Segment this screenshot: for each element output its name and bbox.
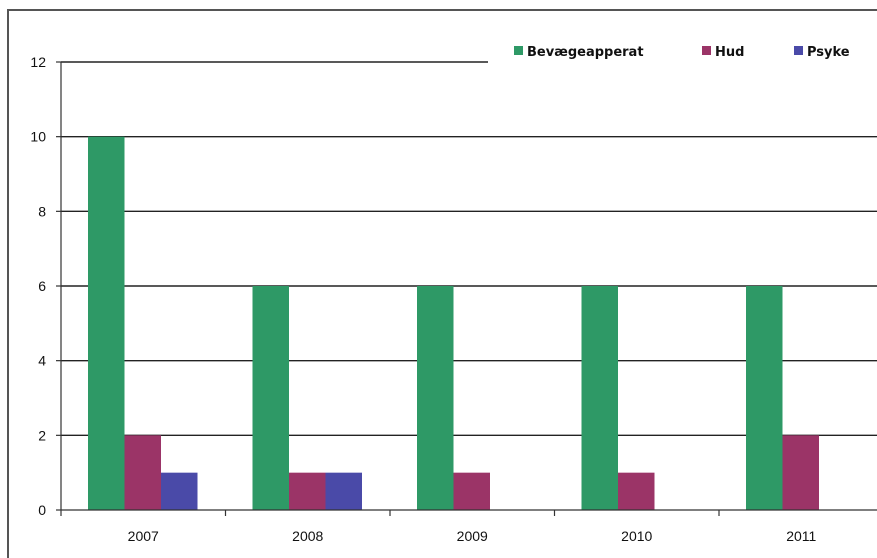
legend-label-bevægeapperat: Bevægeapperat bbox=[527, 45, 644, 60]
x-tick-label: 2011 bbox=[786, 528, 816, 544]
bar-psyke-2008 bbox=[325, 472, 362, 510]
bar-hud-2010 bbox=[618, 472, 655, 510]
bar-bevægeapperat-2007 bbox=[88, 136, 125, 510]
y-tick-label: 12 bbox=[30, 54, 46, 70]
bar-psyke-2007 bbox=[161, 472, 198, 510]
x-tick-label: 2008 bbox=[292, 528, 323, 544]
y-tick-label: 8 bbox=[38, 203, 46, 219]
legend-swatch-psyke bbox=[794, 46, 803, 55]
legend-label-hud: Hud bbox=[715, 45, 744, 60]
bar-bevægeapperat-2011 bbox=[746, 286, 783, 510]
bar-hud-2011 bbox=[782, 435, 819, 510]
legend-label-psyke: Psyke bbox=[807, 45, 850, 60]
bar-bevægeapperat-2008 bbox=[252, 286, 289, 510]
legend-box bbox=[488, 34, 877, 68]
bar-bevægeapperat-2009 bbox=[417, 286, 454, 510]
legend-swatch-bevægeapperat bbox=[514, 46, 523, 55]
bar-hud-2009 bbox=[453, 472, 490, 510]
y-tick-label: 6 bbox=[38, 278, 46, 294]
y-tick-label: 4 bbox=[38, 353, 46, 369]
x-tick-label: 2007 bbox=[128, 528, 159, 544]
bar-hud-2007 bbox=[124, 435, 161, 510]
y-tick-label: 0 bbox=[38, 502, 46, 518]
legend-swatch-hud bbox=[702, 46, 711, 55]
y-tick-label: 10 bbox=[30, 129, 46, 145]
bar-hud-2008 bbox=[289, 472, 326, 510]
chart-area-border bbox=[7, 9, 877, 558]
bar-bevægeapperat-2010 bbox=[581, 286, 618, 510]
y-tick-label: 2 bbox=[38, 427, 46, 443]
x-tick-label: 2009 bbox=[457, 528, 488, 544]
x-tick-label: 2010 bbox=[621, 528, 652, 544]
